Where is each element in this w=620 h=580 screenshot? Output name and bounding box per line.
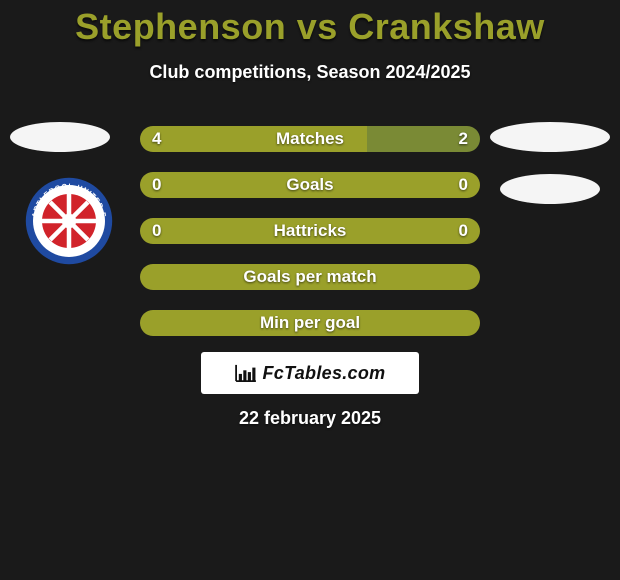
stat-value-left: 0: [152, 218, 161, 244]
fctables-watermark: FcTables.com: [201, 352, 419, 394]
stat-value-right: 2: [459, 126, 468, 152]
stat-row-goals-per-match: Goals per match: [140, 264, 480, 290]
comparison-rows: Matches42Goals00Hattricks00Goals per mat…: [140, 126, 480, 356]
comparison-subtitle: Club competitions, Season 2024/2025: [0, 62, 620, 83]
stat-row-hattricks: Hattricks00: [140, 218, 480, 244]
stat-bar: [140, 264, 480, 290]
stat-value-left: 0: [152, 172, 161, 198]
stat-bar-left: [140, 310, 480, 336]
stat-row-goals: Goals00: [140, 172, 480, 198]
player-right-avatar: [490, 122, 610, 152]
watermark-text: FcTables.com: [263, 363, 386, 384]
player-left-avatar: [10, 122, 110, 152]
player-right-avatar-2: [500, 174, 600, 204]
stat-bar-left: [140, 264, 480, 290]
footer-date: 22 february 2025: [0, 408, 620, 429]
comparison-title: Stephenson vs Crankshaw: [0, 0, 620, 48]
stat-bar-left: [140, 218, 480, 244]
stat-bar: [140, 218, 480, 244]
stat-bar-left: [140, 172, 480, 198]
stat-value-right: 0: [459, 172, 468, 198]
club-badge-left: HARTLEPOOL UNITED FC: [24, 176, 114, 266]
stat-bar-left: [140, 126, 367, 152]
stat-value-left: 4: [152, 126, 161, 152]
stat-bar: [140, 310, 480, 336]
stat-bar: [140, 126, 480, 152]
stat-bar: [140, 172, 480, 198]
stat-row-min-per-goal: Min per goal: [140, 310, 480, 336]
stat-value-right: 0: [459, 218, 468, 244]
stat-row-matches: Matches42: [140, 126, 480, 152]
